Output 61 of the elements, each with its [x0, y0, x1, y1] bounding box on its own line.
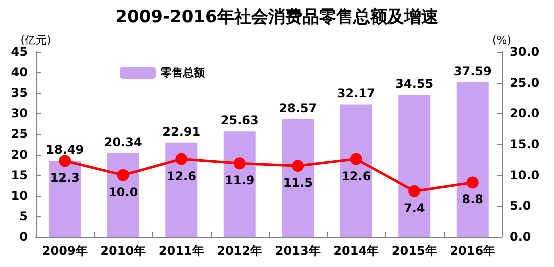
y-tick-label: 10 [11, 188, 28, 203]
point [466, 176, 479, 189]
data-label: 12.6 [342, 169, 372, 184]
bar [340, 104, 372, 237]
data-label: 8.8 [462, 192, 484, 207]
y-tick-label: 30 [11, 106, 28, 121]
x-tick-label: 2010年 [100, 244, 146, 258]
data-label: 32.17 [337, 86, 376, 101]
data-label: 28.57 [279, 102, 318, 116]
data-label: 34.55 [396, 76, 434, 91]
y-tick-label: 25 [11, 127, 28, 142]
point [234, 158, 246, 170]
point [176, 153, 188, 166]
x-tick-label: 2012年 [217, 244, 263, 258]
data-label: 25.63 [220, 114, 259, 128]
y-tick-label: 45 [11, 45, 28, 59]
bar [398, 94, 431, 237]
y-tick-label: 0 [20, 230, 28, 244]
y-tick-label: 20 [11, 148, 28, 162]
legend-label: 零售总额 [160, 66, 206, 80]
y2-tick-label: 0.0 [510, 230, 532, 244]
y2-tick-label: 15.0 [510, 138, 540, 152]
point [117, 169, 130, 182]
point [59, 155, 72, 168]
bar [282, 120, 314, 237]
data-label: 22.91 [162, 124, 201, 139]
point [292, 160, 304, 172]
y2-tick-label: 20.0 [510, 106, 540, 121]
data-label: 18.49 [46, 142, 84, 157]
point [408, 185, 421, 198]
data-label: 7.4 [404, 201, 426, 216]
y2-tick-label: 10.0 [510, 168, 540, 182]
point [350, 153, 362, 166]
chart-title: 2009-2016年社会消费品零售总额及增速 [116, 8, 438, 28]
bar [166, 142, 198, 237]
y2-tick-label: 30.0 [510, 45, 540, 59]
data-label: 12.6 [166, 169, 196, 184]
y-tick-label: 35 [11, 86, 28, 100]
data-label: 12.3 [50, 171, 80, 186]
y-tick-label: 40 [11, 66, 28, 80]
y2-tick-label: 25.0 [510, 76, 540, 90]
data-label: 11.9 [225, 174, 255, 188]
bar [224, 132, 256, 237]
data-label: 20.34 [104, 135, 142, 150]
x-tick-label: 2016年 [450, 244, 496, 258]
x-tick-label: 2009年 [42, 244, 88, 258]
bar [107, 153, 140, 237]
y-tick-label: 5 [20, 209, 28, 224]
bar [49, 160, 82, 237]
y-axis-title: (亿元) [20, 34, 52, 48]
x-tick-label: 2014年 [334, 244, 380, 258]
x-tick-label: 2015年 [392, 244, 438, 258]
y2-axis-title: (%) [492, 34, 512, 48]
x-tick-label: 2011年 [158, 244, 204, 258]
data-label: 37.59 [454, 64, 492, 78]
y-tick-label: 15 [11, 168, 28, 182]
bar [456, 82, 489, 237]
data-label: 10.0 [108, 185, 138, 200]
x-tick-label: 2013年 [275, 244, 321, 258]
data-label: 11.5 [283, 176, 313, 190]
y2-tick-label: 5.0 [510, 199, 532, 214]
